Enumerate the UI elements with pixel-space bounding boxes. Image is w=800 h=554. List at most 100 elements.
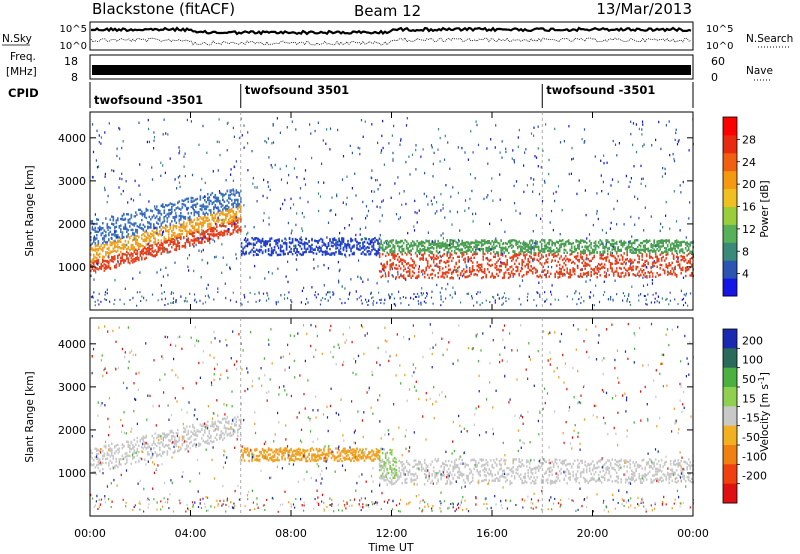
data-cell	[525, 148, 527, 151]
data-cell	[326, 247, 328, 250]
data-cell	[425, 266, 427, 269]
data-cell	[306, 242, 308, 245]
data-cell	[169, 157, 171, 160]
data-cell	[426, 293, 428, 295]
data-cell	[615, 240, 618, 244]
data-cell	[390, 241, 393, 244]
data-cell	[479, 291, 481, 294]
data-cell	[645, 253, 648, 256]
data-cell	[423, 241, 426, 245]
data-cell	[270, 247, 273, 250]
y-tick-label: 2000	[58, 218, 86, 231]
data-cell	[337, 128, 339, 132]
data-cell	[431, 246, 433, 249]
data-cell	[318, 246, 321, 250]
data-cell	[305, 250, 307, 254]
data-cell	[219, 199, 221, 203]
data-cell	[422, 292, 425, 295]
data-cell	[537, 147, 539, 150]
data-cell	[614, 242, 616, 245]
data-cell	[644, 244, 646, 247]
data-cell	[151, 166, 153, 169]
data-cell	[540, 239, 543, 242]
data-cell	[527, 266, 529, 270]
data-cell	[452, 240, 454, 243]
data-cell	[381, 253, 384, 256]
data-cell	[677, 263, 679, 267]
data-cell	[240, 117, 242, 120]
data-cell	[554, 127, 556, 131]
data-cell	[452, 286, 454, 289]
data-cell	[160, 213, 163, 216]
data-cell	[429, 246, 432, 249]
data-cell	[275, 303, 277, 306]
data-cell	[442, 232, 444, 235]
data-cell	[145, 231, 148, 234]
data-cell	[172, 233, 175, 236]
data-cell	[290, 241, 292, 245]
data-cell	[513, 250, 516, 253]
data-cell	[457, 146, 459, 149]
data-cell	[601, 189, 603, 193]
data-cell	[304, 183, 307, 186]
data-cell	[169, 250, 172, 253]
data-cell	[395, 277, 397, 281]
data-cell	[139, 163, 141, 166]
data-cell	[600, 262, 603, 266]
data-cell	[467, 275, 469, 278]
data-cell	[247, 131, 249, 134]
data-cell	[378, 237, 381, 240]
data-cell	[572, 241, 574, 245]
data-cell	[535, 242, 537, 245]
data-cell	[641, 120, 644, 123]
data-cell	[506, 261, 508, 264]
data-cell	[208, 218, 211, 222]
data-cell	[569, 273, 571, 276]
data-cell	[485, 249, 487, 252]
data-cell	[133, 224, 136, 227]
data-cell	[528, 245, 531, 248]
data-cell	[184, 198, 187, 201]
data-cell	[488, 263, 490, 267]
data-cell	[308, 240, 310, 243]
data-cell	[552, 253, 555, 256]
data-cell	[417, 249, 420, 253]
data-cell	[470, 241, 472, 244]
data-cell	[682, 276, 685, 279]
data-cell	[582, 239, 585, 243]
data-cell	[672, 254, 675, 257]
data-cell	[482, 275, 484, 279]
data-cell	[504, 263, 507, 266]
data-cell	[179, 174, 181, 178]
data-cell	[381, 274, 384, 277]
data-cell	[417, 267, 420, 271]
data-cell	[118, 236, 121, 239]
data-cell	[381, 214, 383, 217]
data-cell	[355, 290, 357, 293]
data-cell	[665, 257, 667, 260]
data-cell	[365, 226, 367, 229]
data-cell	[618, 248, 621, 252]
data-cell	[554, 242, 556, 245]
data-cell	[466, 265, 468, 269]
data-cell	[193, 209, 196, 212]
data-cell	[187, 219, 190, 222]
data-cell	[153, 136, 156, 139]
data-cell	[431, 242, 433, 245]
data-cell	[384, 298, 386, 302]
data-cell	[471, 270, 474, 273]
data-cell	[353, 252, 355, 256]
data-cell	[459, 243, 462, 246]
data-cell	[219, 153, 221, 157]
data-cell	[515, 269, 517, 273]
cpid-segment-label: twofsound -3501	[94, 93, 203, 107]
data-cell	[605, 256, 607, 259]
data-cell	[160, 252, 163, 255]
data-cell	[436, 210, 438, 213]
data-cell	[161, 233, 164, 236]
data-cell	[204, 213, 206, 216]
data-cell	[303, 247, 306, 250]
data-cell	[515, 254, 517, 257]
data-cell	[266, 292, 268, 295]
